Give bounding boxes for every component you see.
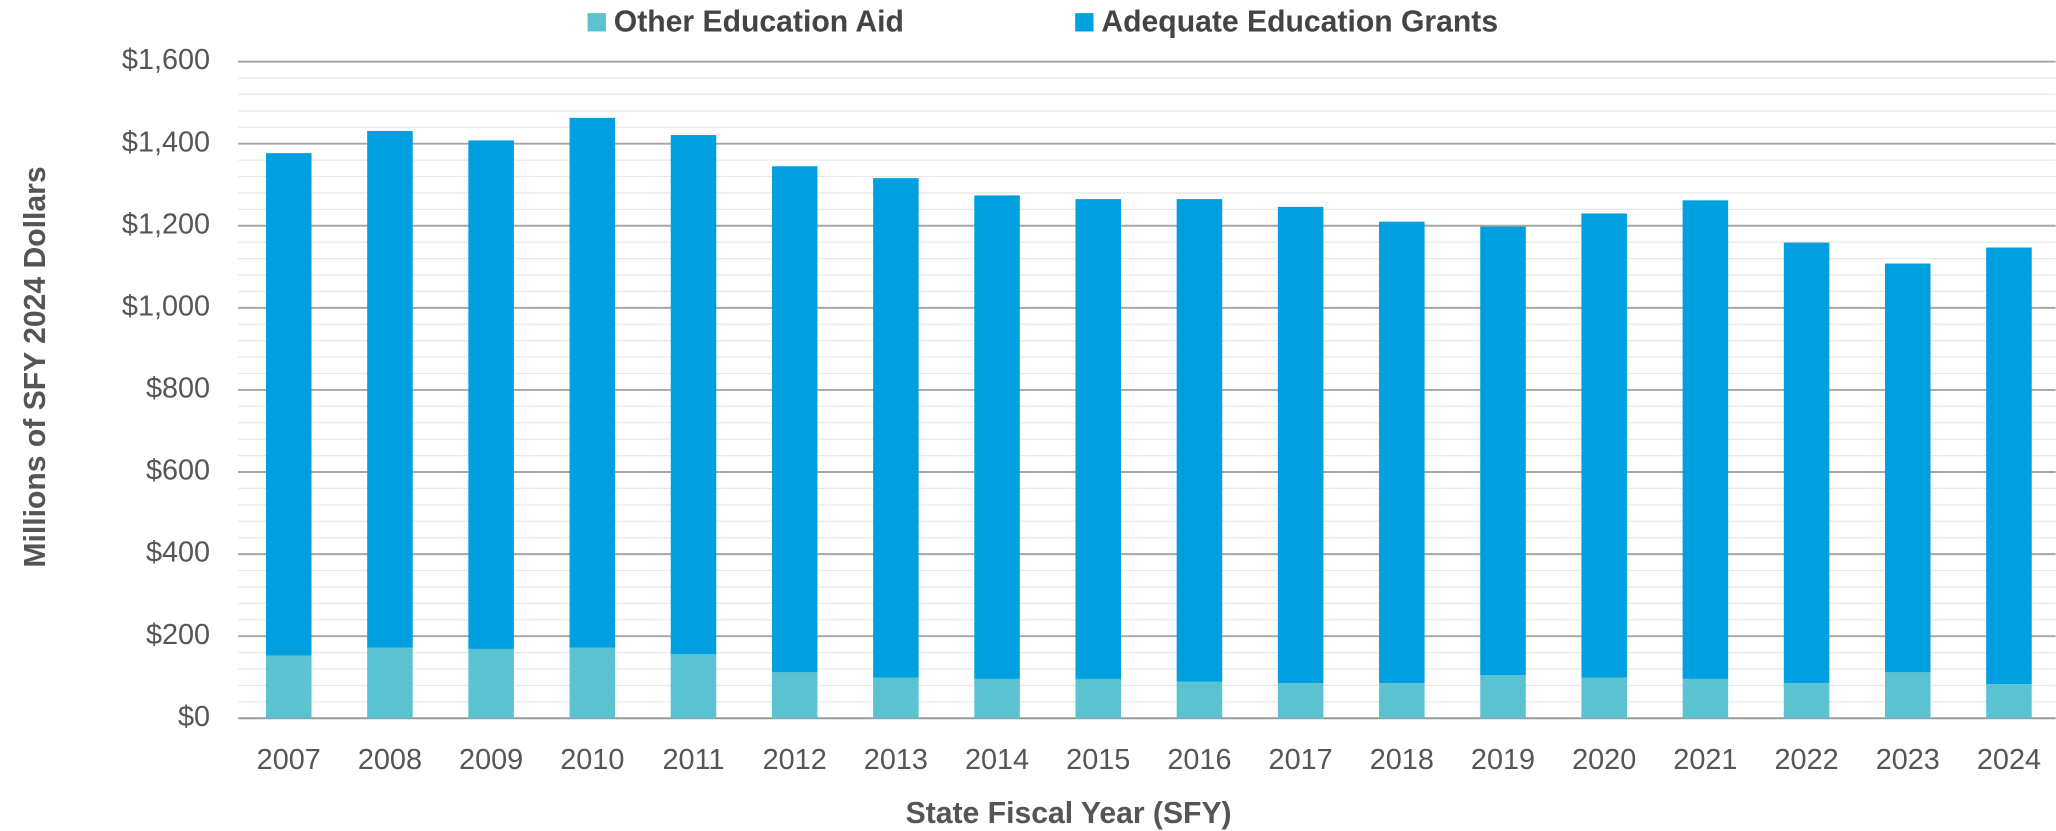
bar-segment <box>1075 678 1122 719</box>
y-tick-label: $0 <box>178 701 210 733</box>
bar-segment <box>1480 675 1526 719</box>
y-tick-label: $1,600 <box>122 44 210 76</box>
x-tick-label: 2020 <box>1572 744 1636 776</box>
bar-segment <box>1884 672 1931 719</box>
bar-segment <box>569 647 616 719</box>
bar-segment <box>468 648 514 719</box>
x-tick-label: 2011 <box>663 744 725 776</box>
x-tick-label: 2012 <box>763 744 827 776</box>
x-tick-label: 2014 <box>965 744 1029 776</box>
bar-segment <box>1176 199 1223 682</box>
bar-segment <box>1277 206 1324 683</box>
bar-segment <box>1581 677 1627 719</box>
bar-segment <box>1379 221 1425 683</box>
bar-segment <box>1986 247 2032 685</box>
y-tick-label: $1,000 <box>122 290 210 322</box>
bar-segment <box>974 678 1020 719</box>
bar-segment <box>1176 681 1223 719</box>
bar-segment <box>1783 242 1830 683</box>
x-tick-label: 2008 <box>358 744 422 776</box>
x-tick-label: 2009 <box>459 744 523 776</box>
x-tick-label: 2019 <box>1471 744 1535 776</box>
legend-label: Adequate Education Grants <box>1101 6 1498 39</box>
legend-label: Other Education Aid <box>614 6 904 39</box>
x-tick-label: 2018 <box>1370 744 1434 776</box>
x-tick-label: 2017 <box>1269 744 1333 776</box>
bar-segment <box>367 647 413 719</box>
bar-segment <box>1480 226 1526 676</box>
bar-segment <box>1075 199 1122 679</box>
bar-segment <box>1682 200 1729 679</box>
bar-segment <box>873 178 919 678</box>
bar-segment <box>1277 682 1324 719</box>
bar-segment <box>367 130 413 648</box>
y-tick-label: $1,200 <box>122 208 210 240</box>
x-tick-label: 2007 <box>257 744 321 776</box>
bar-segment <box>468 140 514 649</box>
y-tick-label: $1,400 <box>122 126 210 158</box>
y-axis-title: Millions of SFY 2024 Dollars <box>19 166 52 567</box>
bar-segment <box>873 677 919 719</box>
bar-segment <box>1884 263 1931 673</box>
y-tick-label: $800 <box>146 373 210 405</box>
x-tick-label: 2010 <box>560 744 624 776</box>
bar-segment <box>974 195 1020 679</box>
legend-swatch <box>587 13 606 32</box>
bar-segment <box>1986 684 2032 719</box>
y-tick-label: $600 <box>146 455 210 487</box>
bar-segment <box>265 153 312 656</box>
legend-swatch <box>1075 13 1094 32</box>
x-tick-label: 2022 <box>1775 744 1839 776</box>
bar-segment <box>670 654 717 719</box>
x-tick-label: 2021 <box>1673 744 1737 776</box>
bar-segment <box>1581 213 1627 678</box>
bar-segment <box>569 117 616 648</box>
bar-segment <box>670 135 717 655</box>
x-tick-label: 2016 <box>1167 744 1231 776</box>
bar-segment <box>1682 678 1729 719</box>
x-tick-label: 2024 <box>1977 744 2041 776</box>
bar-segment <box>771 166 818 673</box>
y-tick-label: $400 <box>146 537 210 569</box>
x-axis-title: State Fiscal Year (SFY) <box>906 797 1232 830</box>
x-tick-label: 2015 <box>1066 744 1130 776</box>
x-tick-label: 2023 <box>1876 744 1940 776</box>
bar-segment <box>1783 682 1830 719</box>
y-tick-label: $200 <box>146 619 210 651</box>
bar-segment <box>771 672 818 719</box>
x-tick-label: 2013 <box>864 744 928 776</box>
bar-segment <box>265 655 312 719</box>
bar-segment <box>1379 682 1425 719</box>
